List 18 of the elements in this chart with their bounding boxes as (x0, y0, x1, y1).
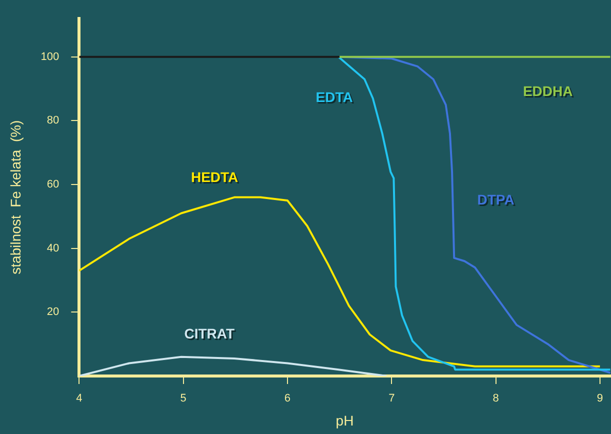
y-tick-label: 40 (46, 242, 60, 254)
x-tick-label: 6 (284, 392, 291, 405)
y-tick-label: 60 (46, 178, 60, 191)
y-tick-label: 80 (46, 114, 60, 127)
x-tick-label: 5 (180, 392, 186, 405)
x-tick-label: 8 (492, 392, 499, 405)
series-label: EDDHA (522, 82, 573, 99)
series-label: EDTA (317, 90, 354, 107)
series-label: HEDTA (192, 170, 240, 187)
x-tick-label: 9 (596, 392, 604, 405)
y-axis-title: stabilnost Fe kelata (%) (7, 120, 24, 274)
x-tick-label: 4 (76, 392, 82, 405)
y-tick-label: 100 (40, 50, 60, 63)
series-label: DTPA (477, 191, 514, 208)
x-tick-label: 7 (388, 392, 395, 405)
x-axis-title: pH (336, 412, 354, 428)
y-tick-label: 20 (46, 306, 60, 318)
series-label: CITRAT (186, 326, 236, 343)
